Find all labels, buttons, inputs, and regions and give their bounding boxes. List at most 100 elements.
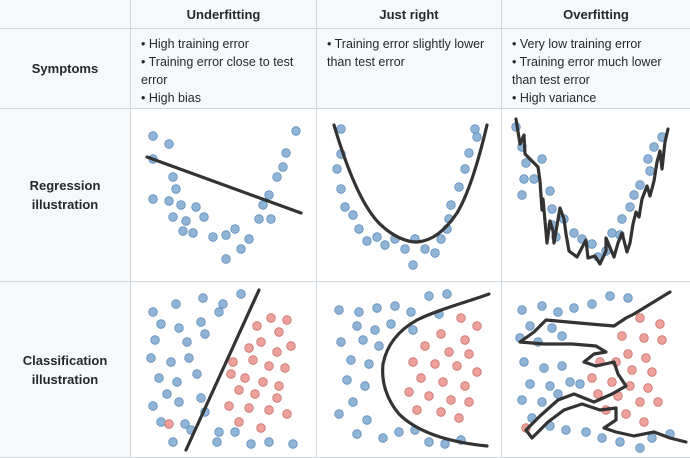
blue-point (182, 337, 192, 347)
red-point (404, 387, 414, 397)
blue-point (214, 307, 224, 317)
red-point (408, 357, 418, 367)
blue-point (617, 214, 627, 224)
regression-just-right-plot (317, 109, 502, 282)
blue-point (176, 200, 186, 210)
blue-point (362, 415, 372, 425)
blue-point (221, 230, 231, 240)
blue-point (454, 182, 464, 192)
blue-point (281, 148, 291, 158)
blue-point (164, 196, 174, 206)
blue-point (547, 323, 557, 333)
red-point (460, 381, 470, 391)
red-point (244, 343, 254, 353)
red-point (454, 413, 464, 423)
red-point (452, 361, 462, 371)
blue-point (360, 381, 370, 391)
blue-point (545, 381, 555, 391)
blue-point (352, 429, 362, 439)
red-point (657, 335, 667, 345)
red-point (240, 373, 250, 383)
blue-point (214, 427, 224, 437)
red-point (635, 397, 645, 407)
blue-point (539, 363, 549, 373)
blue-point (545, 186, 555, 196)
blue-point (408, 325, 418, 335)
blue-point (521, 158, 531, 168)
blue-point (288, 439, 298, 449)
red-point (641, 353, 651, 363)
symptom-item: High bias (141, 89, 306, 107)
blue-point (645, 166, 655, 176)
blue-point (168, 172, 178, 182)
blue-point (198, 293, 208, 303)
blue-point (148, 307, 158, 317)
red-point (617, 331, 627, 341)
blue-point (386, 319, 396, 329)
blue-point (244, 234, 254, 244)
blue-point (607, 228, 617, 238)
blue-point (519, 357, 529, 367)
blue-point (390, 301, 400, 311)
blue-point (519, 174, 529, 184)
blue-point (553, 307, 563, 317)
red-point (272, 393, 282, 403)
red-point (593, 389, 603, 399)
blue-point (537, 301, 547, 311)
blue-point (569, 303, 579, 313)
decision-boundary (381, 292, 491, 448)
blue-point (408, 260, 418, 270)
blue-point (334, 305, 344, 315)
column-header-overfitting: Overfitting (502, 0, 690, 29)
red-point (444, 347, 454, 357)
red-point (460, 335, 470, 345)
blue-point (191, 202, 201, 212)
model-line (145, 155, 303, 215)
red-point (282, 315, 292, 325)
red-point (643, 383, 653, 393)
red-point (272, 347, 282, 357)
red-point (446, 395, 456, 405)
blue-point (557, 331, 567, 341)
blue-point (258, 200, 268, 210)
red-point (607, 377, 617, 387)
blue-point (181, 216, 191, 226)
blue-point (370, 325, 380, 335)
classification-just-right-plot (317, 282, 502, 458)
blue-point (218, 299, 228, 309)
blue-point (354, 307, 364, 317)
red-point (623, 349, 633, 359)
blue-point (547, 204, 557, 214)
blue-point (199, 212, 209, 222)
blue-point (597, 433, 607, 443)
blue-point (364, 359, 374, 369)
red-point (436, 329, 446, 339)
blue-point (174, 397, 184, 407)
classification-underfit-svg (146, 288, 298, 452)
blue-point (236, 289, 246, 299)
symptom-item: Training error much lower than test erro… (512, 53, 680, 89)
blue-point (378, 433, 388, 443)
red-point (472, 321, 482, 331)
classification-underfitting-plot (131, 282, 317, 458)
red-point (224, 401, 234, 411)
symptoms-underfitting: High training error Training error close… (131, 29, 317, 109)
regression-overfitting-plot (502, 109, 690, 282)
red-point (280, 363, 290, 373)
blue-point (336, 337, 346, 347)
blue-point (172, 377, 182, 387)
red-point (228, 357, 238, 367)
blue-point (148, 401, 158, 411)
blue-point (192, 369, 202, 379)
red-point (639, 417, 649, 427)
regression-overfit-svg (511, 117, 670, 266)
blue-point (372, 232, 382, 242)
red-point (264, 361, 274, 371)
red-point (420, 341, 430, 351)
blue-point (168, 437, 178, 447)
blue-point (336, 184, 346, 194)
regression-underfit-svg (145, 126, 303, 264)
blue-point (264, 437, 274, 447)
blue-point (649, 142, 659, 152)
regression-justright-svg (332, 123, 489, 270)
